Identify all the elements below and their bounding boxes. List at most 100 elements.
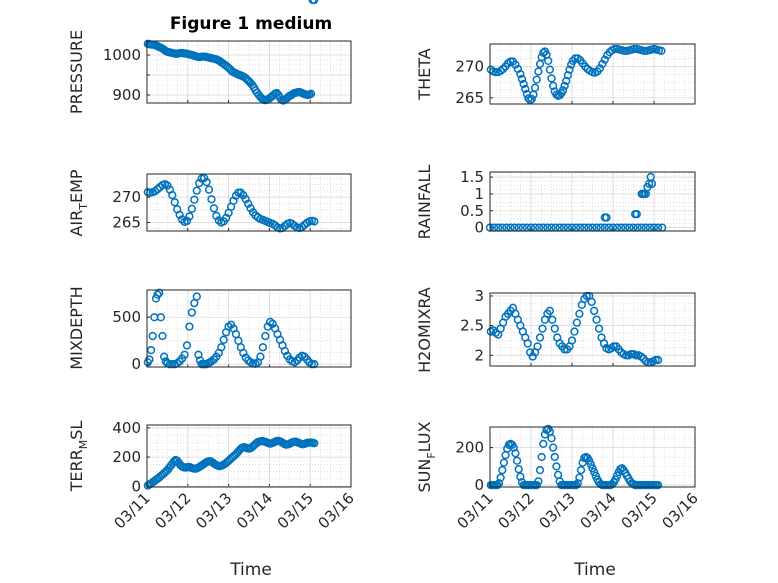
data-point — [575, 309, 584, 318]
data-point — [526, 348, 535, 357]
data-point — [310, 360, 319, 369]
xlabel-left: Time — [229, 560, 272, 580]
data-point — [516, 69, 525, 79]
data-point — [528, 352, 537, 361]
data-point — [207, 195, 216, 204]
data-point — [182, 341, 192, 350]
x-tick-label: 03/11 — [111, 489, 154, 532]
y-axis-label-part: EMP — [67, 169, 86, 203]
data-point — [306, 89, 316, 98]
data-point — [187, 204, 197, 213]
axes-box — [489, 43, 696, 105]
y-tick-label: 265 — [455, 89, 484, 107]
data-point — [159, 352, 169, 361]
y-tick-label: 500 — [112, 308, 141, 326]
data-point — [190, 195, 199, 204]
data-point — [156, 313, 166, 322]
x-tick-label: 03/16 — [315, 489, 358, 532]
y-tick-label: 0.5 — [460, 202, 484, 220]
data-point — [310, 0, 319, 5]
y-axis-label-part: M — [77, 440, 90, 450]
y-axis-label: H2OMIXRA — [415, 287, 434, 373]
data-point — [180, 350, 189, 359]
data-point — [498, 465, 507, 475]
x-tick-label: 03/14 — [233, 489, 276, 532]
data-point — [521, 84, 530, 94]
data-point — [626, 349, 636, 359]
data-point — [630, 44, 639, 54]
data-point — [620, 46, 629, 56]
data-point — [175, 210, 184, 220]
data-point — [511, 449, 520, 458]
data-point — [621, 351, 631, 360]
axes-box — [146, 424, 352, 488]
data-point — [548, 443, 558, 452]
data-point — [632, 209, 641, 219]
y-axis-label-part: SL — [67, 421, 86, 440]
data-point — [532, 75, 541, 84]
data-point — [552, 462, 561, 471]
x-tick-label: 03/16 — [659, 489, 702, 532]
data-point — [511, 60, 520, 69]
axes-box — [146, 40, 352, 104]
data-point — [547, 434, 556, 443]
data-point — [310, 217, 319, 226]
y-axis-label-part: H2OMIXRA — [415, 287, 434, 373]
data-point — [545, 65, 555, 74]
data-point — [212, 211, 221, 221]
y-tick-label: 2.5 — [460, 317, 484, 335]
y-tick-label: 0 — [131, 477, 141, 495]
data-point — [594, 324, 604, 333]
y-tick-label: 200 — [112, 448, 141, 466]
data-point — [187, 308, 197, 317]
data-point — [589, 306, 599, 315]
data-point — [148, 331, 157, 341]
data-point — [192, 186, 201, 195]
data-point — [209, 204, 219, 213]
data-point — [491, 67, 500, 77]
data-point — [256, 352, 265, 361]
axes-box — [146, 173, 352, 232]
y-tick-label: 900 — [112, 86, 141, 104]
data-point — [145, 355, 154, 364]
axes-air_temp: 265 270 AIRTEMP — [67, 169, 352, 237]
y-tick-label: 1.5 — [460, 168, 484, 186]
data-point — [146, 345, 156, 355]
y-axis-label-part: T — [77, 203, 90, 211]
axes-theta: 265 270 THETA — [415, 43, 696, 107]
data-point — [236, 188, 245, 197]
data-point — [310, 439, 319, 448]
axes-pressure: 900 1000 PRESSURE — [67, 0, 352, 114]
data-point — [244, 199, 253, 208]
axes-terr_msl: 0 200 400 TERRMSL 03/1103/1203/1303/1403/150… — [67, 419, 358, 532]
data-point — [548, 81, 558, 91]
plot-area — [490, 172, 695, 231]
data-point — [653, 355, 663, 365]
data-point — [496, 473, 505, 482]
y-axis-label-part: MIXDEPTH — [67, 286, 86, 369]
x-tick-label: 03/14 — [577, 489, 620, 532]
data-point — [570, 327, 579, 336]
data-point — [170, 198, 179, 207]
data-point — [598, 59, 607, 69]
data-point — [168, 191, 177, 200]
data-point — [534, 67, 543, 76]
data-point — [217, 343, 226, 352]
data-point — [192, 292, 201, 301]
data-point — [204, 185, 214, 194]
y-tick-label: 200 — [455, 439, 484, 457]
y-axis-label: AIRTEMP — [67, 169, 90, 236]
data-point — [575, 473, 584, 482]
x-tick-label: 03/12 — [151, 489, 194, 532]
data-point — [169, 457, 179, 466]
data-point — [530, 83, 540, 92]
data-point — [647, 179, 657, 188]
data-point — [519, 79, 528, 89]
data-point — [535, 333, 545, 342]
data-point — [182, 216, 192, 226]
y-axis-label: SUNFLUX — [415, 421, 438, 492]
axes-box — [489, 292, 696, 367]
y-tick-label: 1000 — [103, 46, 141, 64]
data-point — [576, 465, 586, 475]
data-point — [562, 76, 571, 86]
